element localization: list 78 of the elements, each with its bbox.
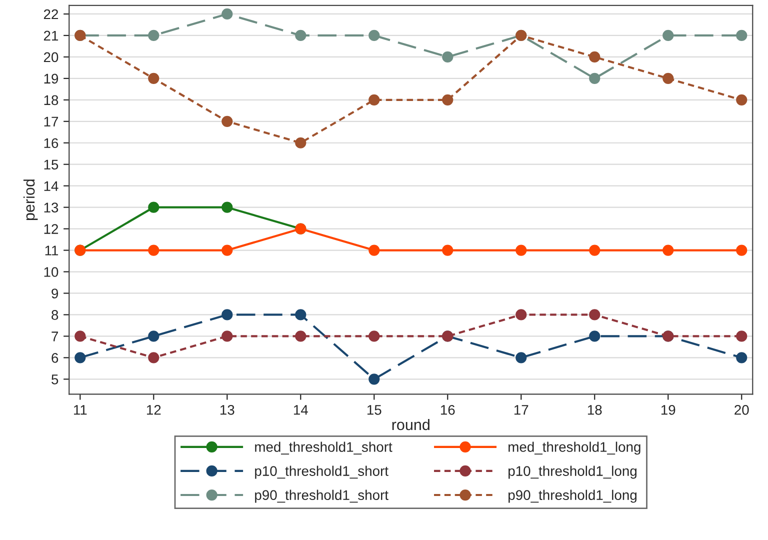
x-tick-label: 14 (294, 405, 308, 415)
y-tick-label: 18 (44, 95, 58, 106)
x-tick-label: 16 (440, 404, 455, 415)
point (368, 374, 380, 385)
point (516, 244, 527, 256)
point (295, 30, 306, 42)
point (148, 72, 160, 84)
y-tick-label: 9 (52, 288, 58, 298)
y-tick-label: 21 (44, 30, 58, 41)
point (589, 244, 600, 256)
y-tick-label: 17 (44, 116, 58, 126)
point (222, 309, 233, 320)
point (74, 330, 86, 342)
point (368, 244, 380, 256)
point (148, 202, 160, 213)
legend-label: p10_threshold1_short (255, 466, 388, 479)
y-tick-label: 22 (44, 9, 58, 20)
point (662, 72, 674, 84)
x-tick-label: 18 (588, 404, 602, 415)
point (516, 309, 527, 320)
y-tick-label: 12 (44, 224, 58, 234)
x-tick-label: 17 (514, 405, 528, 415)
y-axis-title: period (23, 180, 38, 220)
point (589, 72, 600, 84)
point (662, 244, 674, 256)
legend-label: p90_threshold1_long (508, 490, 636, 503)
x-tick-label: 19 (661, 404, 676, 415)
point (295, 330, 306, 342)
point (368, 30, 380, 42)
x-tick-label: 13 (220, 404, 234, 415)
point (222, 116, 233, 127)
y-tick-label: 6 (52, 353, 58, 363)
y-tick-label: 20 (44, 52, 58, 62)
x-tick-label: 12 (146, 404, 161, 415)
point (589, 51, 600, 63)
point (148, 244, 160, 256)
y-tick-label: 5 (52, 374, 58, 384)
x-tick-label: 11 (74, 405, 87, 415)
y-tick-label: 7 (52, 332, 58, 342)
legend-label: med_threshold1_short (255, 442, 392, 455)
y-tick-label: 13 (44, 202, 58, 212)
legend-label: p10_threshold1_long (508, 466, 636, 479)
y-tick-label: 8 (52, 310, 58, 320)
x-axis-title: round (392, 418, 430, 430)
point (662, 30, 674, 42)
legend-label: med_threshold1_long (508, 442, 640, 455)
point (442, 244, 454, 256)
point (295, 309, 306, 320)
point (589, 309, 600, 320)
point (589, 330, 600, 342)
x-tick-label: 15 (367, 405, 382, 415)
point (368, 94, 380, 106)
point (736, 330, 748, 342)
point (222, 330, 233, 342)
y-tick-label: 16 (44, 138, 58, 148)
point (222, 8, 233, 20)
y-tick-label: 14 (44, 181, 58, 191)
point (442, 94, 454, 106)
point (736, 352, 748, 364)
point (148, 352, 160, 364)
point (222, 244, 233, 256)
point (295, 137, 306, 148)
point (74, 352, 86, 364)
point (222, 202, 233, 213)
point (736, 94, 748, 106)
legend-label: p90_threshold1_short (255, 490, 388, 503)
point (736, 244, 748, 256)
y-tick-label: 11 (45, 246, 58, 256)
x-tick-label: 20 (734, 404, 749, 415)
point (442, 51, 454, 63)
point (736, 30, 748, 42)
point (516, 352, 527, 364)
point (368, 330, 380, 342)
y-tick-label: 10 (44, 267, 58, 277)
point (148, 330, 160, 342)
point (148, 30, 160, 42)
y-tick-label: 19 (44, 74, 58, 84)
y-tick-label: 15 (44, 160, 58, 170)
